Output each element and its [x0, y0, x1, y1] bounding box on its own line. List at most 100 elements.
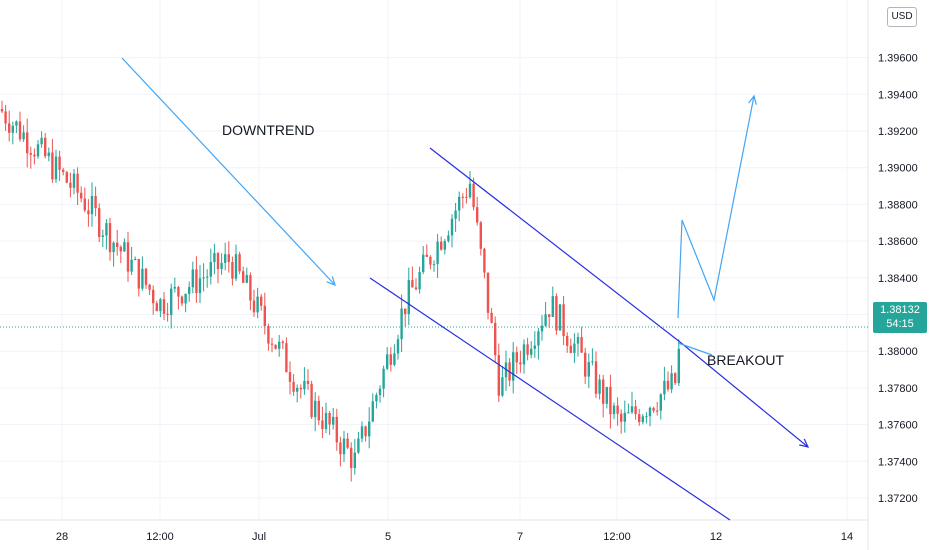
- candle-body: [569, 345, 572, 353]
- candle-body: [162, 299, 166, 314]
- candle-body: [674, 373, 677, 384]
- candle-body: [580, 337, 583, 353]
- candle-body: [652, 407, 655, 411]
- candle-body: [584, 352, 587, 377]
- candle-body: [321, 420, 324, 430]
- candle-body: [90, 195, 94, 215]
- candle-body: [562, 304, 565, 337]
- candle-body: [666, 380, 670, 390]
- candle-body: [101, 235, 104, 237]
- candle-body: [227, 254, 230, 263]
- candle-body: [184, 293, 187, 304]
- candle-body: [209, 262, 212, 277]
- candle-body: [231, 262, 234, 279]
- candle-body: [612, 405, 616, 415]
- candle-body: [324, 413, 328, 430]
- candle-body: [0, 108, 4, 112]
- y-tick-label: 1.38400: [878, 273, 918, 285]
- candle-body: [69, 182, 72, 188]
- candle-body: [450, 218, 454, 236]
- candle-body: [119, 247, 122, 252]
- candle-body: [252, 300, 256, 313]
- candle-body: [166, 313, 169, 315]
- candle-body: [551, 296, 554, 317]
- candle-body: [108, 223, 112, 253]
- candle-body: [98, 208, 101, 237]
- candle-body: [375, 394, 378, 402]
- candle-body: [299, 387, 302, 390]
- candle-body: [461, 196, 464, 198]
- candle-body: [170, 288, 173, 315]
- x-tick-label: 12:00: [146, 531, 174, 543]
- candle-body: [378, 388, 382, 395]
- candle-body: [26, 132, 29, 154]
- candle-body: [350, 447, 353, 469]
- candle-body: [382, 368, 385, 389]
- candle-body: [260, 296, 263, 306]
- x-tick-label: 28: [56, 531, 68, 543]
- candle-body: [62, 169, 65, 173]
- candle-body: [65, 172, 68, 183]
- y-tick-label: 1.38800: [878, 199, 918, 211]
- y-tick-label: 1.37800: [878, 383, 918, 395]
- candle-body: [83, 198, 86, 211]
- channel-lower-line: [369, 277, 731, 521]
- candles: [0, 100, 868, 482]
- candle-body: [51, 152, 54, 180]
- candle-body: [76, 173, 79, 193]
- candle-body: [594, 361, 598, 394]
- price-axis[interactable]: 1.372001.374001.376001.378001.380001.382…: [878, 53, 918, 505]
- candle-body: [198, 278, 202, 294]
- candle-body: [407, 280, 410, 315]
- candle-body: [72, 173, 76, 188]
- y-tick-label: 1.37400: [878, 456, 918, 468]
- candle-body: [11, 125, 14, 133]
- candle-body: [270, 343, 274, 345]
- candle-body: [522, 344, 526, 365]
- currency-badge[interactable]: USD: [887, 7, 917, 27]
- candle-body: [605, 386, 608, 404]
- y-tick-label: 1.37600: [878, 420, 918, 432]
- candle-body: [335, 416, 338, 443]
- candle-body: [188, 287, 191, 294]
- candle-body: [418, 271, 421, 290]
- candle-body: [645, 416, 648, 418]
- candle-body: [18, 121, 22, 140]
- candle-body: [44, 137, 47, 157]
- candle-body: [249, 275, 252, 301]
- candle-body: [533, 345, 536, 349]
- candle-body: [544, 314, 547, 326]
- candle-body: [242, 271, 245, 283]
- y-tick-label: 1.38600: [878, 236, 918, 248]
- candle-body: [220, 262, 223, 269]
- candle-body: [465, 196, 468, 198]
- candle-body: [346, 438, 349, 448]
- candle-body: [548, 314, 551, 317]
- candle-body: [648, 407, 652, 417]
- candle-body: [576, 337, 580, 344]
- candle-body: [328, 413, 331, 425]
- candle-body: [472, 183, 475, 208]
- candle-body: [274, 344, 277, 349]
- y-tick-label: 1.39400: [878, 89, 918, 101]
- candle-body: [386, 354, 389, 369]
- candle-body: [126, 242, 130, 272]
- candle-body: [566, 336, 569, 346]
- candle-body: [357, 438, 360, 453]
- candle-body: [512, 352, 515, 381]
- candle-body: [368, 421, 371, 437]
- candle-body: [630, 406, 634, 413]
- candle-body: [663, 380, 666, 395]
- time-axis[interactable]: 28 12:00 Jul 5 7 12:00 12 14: [56, 531, 853, 543]
- candle-body: [134, 259, 137, 261]
- candle-body: [526, 344, 529, 355]
- candle-body: [389, 354, 392, 365]
- candle-body: [497, 355, 500, 396]
- downtrend-arrow: [121, 57, 336, 286]
- y-tick-label: 1.39600: [878, 53, 918, 65]
- candle-body: [443, 241, 446, 250]
- candle-body: [404, 308, 407, 315]
- candle-body: [353, 452, 356, 469]
- candle-body: [47, 152, 50, 157]
